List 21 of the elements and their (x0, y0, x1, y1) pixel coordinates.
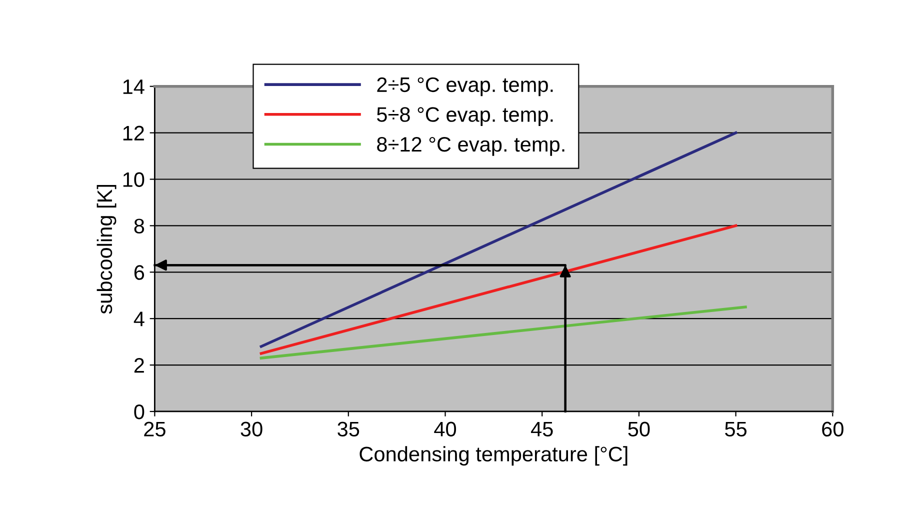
y-tick-label: 0 (134, 404, 144, 420)
legend-label: 2÷5 °C evap. temp. (377, 77, 553, 96)
x-axis-title: Condensing temperature [°C] (360, 446, 628, 466)
x-tick-label: 35 (338, 422, 360, 437)
x-tick-label: 50 (628, 422, 650, 437)
x-tick-label: 55 (725, 422, 747, 437)
x-tick-label: 30 (240, 422, 262, 437)
y-tick-label: 8 (134, 218, 144, 234)
x-tick-label: 25 (144, 422, 166, 437)
x-tick-label: 60 (822, 422, 844, 437)
x-tick-label: 45 (530, 422, 553, 437)
legend-label: 8÷12 °C evap. temp. (377, 136, 564, 156)
y-tick-label: 10 (123, 172, 144, 188)
y-axis-title: subcooling [K] (96, 184, 116, 314)
y-tick-label: 4 (134, 312, 144, 326)
x-tick-label: 40 (434, 422, 456, 437)
y-tick-label: 6 (134, 265, 144, 280)
y-tick-label: 2 (134, 358, 144, 373)
y-tick-label: 14 (123, 80, 144, 94)
legend-label: 5÷8 °C evap. temp. (377, 107, 553, 126)
y-tick-label: 12 (123, 126, 144, 140)
